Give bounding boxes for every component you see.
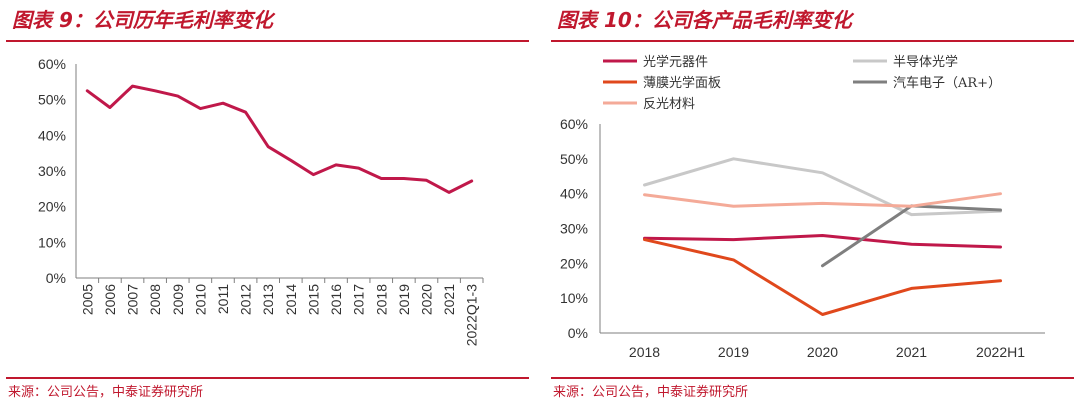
y-tick-label: 30% xyxy=(38,163,66,179)
x-tick-label: 2019 xyxy=(396,284,412,315)
footer-divider xyxy=(6,377,529,379)
series-line-4 xyxy=(643,192,1002,208)
x-tick-label: 2014 xyxy=(283,284,299,315)
y-tick-label: 0% xyxy=(46,270,66,286)
x-tick-label: 2020 xyxy=(807,344,838,360)
legend-label: 反光材料 xyxy=(643,97,695,112)
x-tick-label: 2020 xyxy=(418,284,434,315)
x-tick-label: 2009 xyxy=(170,284,186,315)
legend-label: 汽车电子（AR+） xyxy=(893,75,1001,91)
x-tick-label: 2022Q1-3 xyxy=(464,284,480,346)
y-tick-label: 50% xyxy=(560,151,588,167)
y-tick-label: 10% xyxy=(38,234,66,250)
x-tick-label: 2013 xyxy=(260,284,276,315)
legend-label: 薄膜光学面板 xyxy=(643,75,721,91)
series-line-2 xyxy=(643,238,1002,316)
x-tick-label: 2021 xyxy=(896,344,927,360)
x-tick-label: 2016 xyxy=(328,284,344,315)
y-tick-label: 30% xyxy=(560,221,588,237)
legend-label: 光学元器件 xyxy=(643,54,708,70)
source-note: 来源：公司公告，中泰证券研究所 xyxy=(8,385,204,400)
x-tick-label: 2018 xyxy=(629,344,660,360)
y-tick-label: 40% xyxy=(38,127,66,143)
y-tick-label: 20% xyxy=(560,255,588,271)
x-tick-label: 2011 xyxy=(215,284,231,314)
x-tick-label: 2017 xyxy=(351,284,367,315)
chart-title: 图表 10：公司各产品毛利率变化 xyxy=(557,8,852,32)
y-tick-label: 20% xyxy=(38,199,66,215)
x-tick-label: 2022H1 xyxy=(976,344,1025,360)
x-tick-label: 2005 xyxy=(79,284,95,315)
chart-panel-product-gross-margin: 图表 10：公司各产品毛利率变化 0% 10% 20% 30% 40% 50% 60% 201… xyxy=(545,0,1080,409)
y-tick-label: 40% xyxy=(560,186,588,202)
x-tick-label: 2019 xyxy=(718,344,749,360)
x-tick-label: 2010 xyxy=(192,284,208,315)
x-tick-label: 2007 xyxy=(125,284,141,315)
y-tick-label: 0% xyxy=(568,325,588,341)
y-tick-label: 60% xyxy=(560,116,588,132)
x-tick-label: 2018 xyxy=(373,284,389,315)
x-tick-label: 2015 xyxy=(305,284,321,315)
source-note: 来源：公司公告，中泰证券研究所 xyxy=(553,385,749,400)
y-tick-label: 50% xyxy=(38,92,66,108)
series-line-1 xyxy=(643,157,1002,217)
x-tick-label: 2012 xyxy=(238,284,254,315)
x-tick-label: 2021 xyxy=(441,284,457,315)
y-tick-label: 10% xyxy=(560,290,588,306)
chart-area: 0% 10% 20% 30% 40% 50% 60% 2018 2019 2020 2021 2022… xyxy=(560,54,1045,360)
chart-title: 图表 9：公司历年毛利率变化 xyxy=(12,8,273,32)
x-tick-label: 2008 xyxy=(147,284,163,315)
title-divider xyxy=(6,40,529,42)
series-line-0 xyxy=(643,234,1002,249)
series-line-gross-margin xyxy=(85,84,474,194)
footer-divider xyxy=(551,377,1074,379)
x-tick-label: 2006 xyxy=(102,284,118,315)
y-tick-label: 60% xyxy=(38,56,66,72)
legend-label: 半导体光学 xyxy=(893,54,958,70)
title-divider xyxy=(551,40,1074,42)
chart-area: 0% 10% 20% 30% 40% 50% 60% 2005 2006 2007 2008 2009… xyxy=(38,56,484,346)
chart-panel-gross-margin-history: 图表 9：公司历年毛利率变化 0% 10% 20% 30% 40% 50% 60% 2005 2… xyxy=(0,0,535,409)
